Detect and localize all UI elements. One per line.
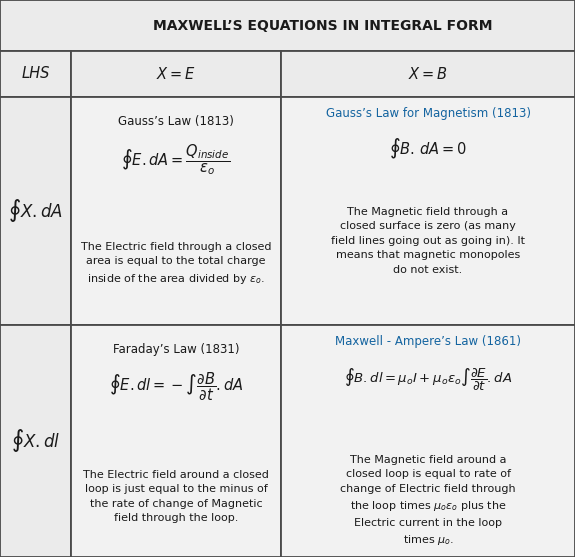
Bar — [0, 0, 575, 51]
Text: $X = E$: $X = E$ — [156, 66, 196, 82]
Bar — [281, 51, 575, 97]
Text: The Electric field around a closed
loop is just equal to the minus of
the rate o: The Electric field around a closed loop … — [83, 470, 269, 523]
Bar — [0, 325, 71, 557]
Text: $\oint X.dA$: $\oint X.dA$ — [8, 198, 63, 224]
Text: The Magnetic field through a
closed surface is zero (as many
field lines going o: The Magnetic field through a closed surf… — [331, 207, 525, 275]
Bar — [71, 51, 281, 97]
Text: MAXWELL’S EQUATIONS IN INTEGRAL FORM: MAXWELL’S EQUATIONS IN INTEGRAL FORM — [154, 18, 493, 32]
Text: $X = B$: $X = B$ — [408, 66, 448, 82]
Bar — [71, 97, 281, 325]
Text: $\oint X.dl$: $\oint X.dl$ — [11, 428, 60, 455]
Bar — [0, 51, 71, 97]
Text: $\oint B.\, dA = 0$: $\oint B.\, dA = 0$ — [389, 137, 467, 161]
Text: The Magnetic field around a
closed loop is equal to rate of
change of Electric f: The Magnetic field around a closed loop … — [340, 455, 516, 547]
Text: Maxwell - Ampere’s Law (1861): Maxwell - Ampere’s Law (1861) — [335, 335, 521, 348]
Text: Gauss’s Law (1813): Gauss’s Law (1813) — [118, 115, 234, 128]
Bar — [281, 325, 575, 557]
Bar — [281, 97, 575, 325]
Text: $\oint E.dl = -\int \dfrac{\partial B}{\partial t} .dA$: $\oint E.dl = -\int \dfrac{\partial B}{\… — [109, 370, 243, 403]
Text: Gauss’s Law for Magnetism (1813): Gauss’s Law for Magnetism (1813) — [325, 107, 531, 120]
Text: $\oint E.dA = \dfrac{Q_{inside}}{\varepsilon_o}$: $\oint E.dA = \dfrac{Q_{inside}}{\vareps… — [121, 142, 231, 177]
Text: The Electric field through a closed
area is equal to the total charge
inside of : The Electric field through a closed area… — [81, 242, 271, 286]
Text: LHS: LHS — [21, 66, 49, 81]
Bar — [0, 97, 71, 325]
Bar — [71, 325, 281, 557]
Text: $\oint B.dl = \mu_o I + \mu_o \varepsilon_o \int \dfrac{\partial E}{\partial t} : $\oint B.dl = \mu_o I + \mu_o \varepsilo… — [344, 367, 512, 393]
Text: Faraday’s Law (1831): Faraday’s Law (1831) — [113, 343, 239, 356]
